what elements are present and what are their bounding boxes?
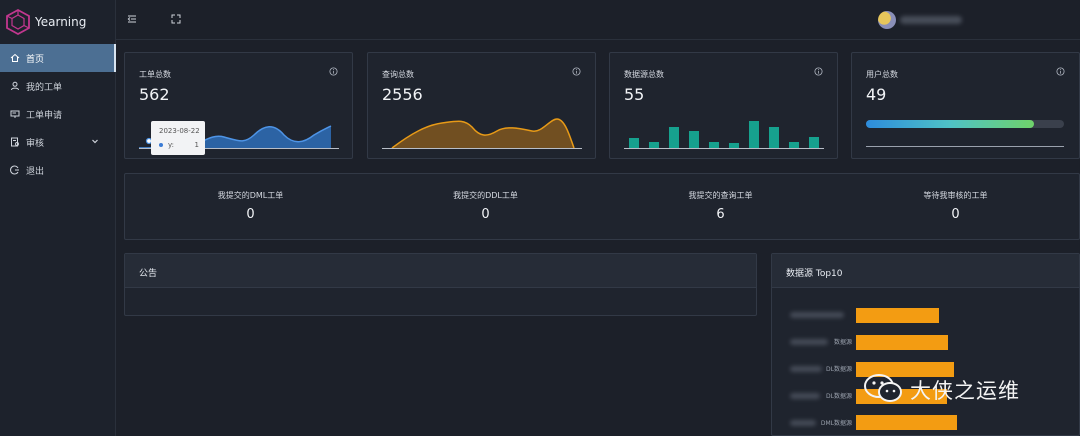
bar-label: 数据源 [786, 337, 852, 347]
tooltip-series: y: [168, 141, 174, 149]
chart-tooltip: 2023-08-22 y: 1 [151, 121, 205, 155]
top10-header: 数据源 Top10 [772, 254, 1079, 288]
stat-card-orders: 工单总数 562 2023-08-22 y: 1 [124, 52, 353, 159]
yearning-logo-icon [6, 8, 30, 36]
sidebar-item-label: 工单申请 [26, 110, 63, 121]
form-icon [10, 110, 20, 118]
datasource-bar[interactable] [856, 335, 948, 350]
stat-title: 数据源总数 [624, 70, 664, 79]
sidebar-item-my-orders[interactable]: 我的工单 [0, 72, 115, 100]
queries-sparkline[interactable] [382, 113, 582, 153]
users-progress-bar [866, 120, 1064, 128]
datasource-bar[interactable] [856, 415, 957, 430]
sidebar-item-label: 首页 [26, 54, 45, 65]
bar-label [786, 310, 852, 320]
sidebar-item-label: 退出 [26, 166, 45, 177]
notice-title: 公告 [139, 269, 158, 279]
progress-baseline [866, 146, 1064, 147]
tooltip-date: 2023-08-22 [159, 127, 200, 135]
stat-value: 49 [866, 85, 887, 104]
info-icon[interactable] [814, 67, 823, 76]
stat-title: 查询总数 [382, 70, 414, 79]
watermark-text: 大侠之运维 [910, 379, 1020, 403]
summary-value: 0 [951, 207, 960, 222]
bar-label: DL数据源 [786, 391, 852, 401]
summary-label: 等待我审核的工单 [923, 191, 988, 200]
info-icon[interactable] [572, 67, 581, 76]
stat-value: 2556 [382, 85, 423, 104]
sidebar-item-audit[interactable]: 审核 [0, 128, 115, 156]
top10-title: 数据源 Top10 [786, 269, 843, 279]
summary-label: 我提交的DML工单 [217, 191, 284, 200]
stat-title: 用户总数 [866, 70, 898, 79]
datasources-sparkline[interactable] [624, 113, 824, 153]
sidebar: Yearning 首页 我的工单 工单申请 审核 退出 [0, 0, 116, 436]
summary-label: 我提交的DDL工单 [453, 191, 518, 200]
info-icon[interactable] [329, 67, 338, 76]
summary-value: 0 [246, 207, 255, 222]
username-blurred[interactable] [900, 16, 962, 24]
summary-label: 我提交的查询工单 [688, 191, 753, 200]
chevron-down-icon[interactable] [91, 137, 99, 145]
watermark: 大侠之运维 [862, 372, 1052, 404]
notice-header: 公告 [125, 254, 756, 288]
fullscreen-icon[interactable] [170, 13, 182, 25]
app-logo[interactable]: Yearning [0, 0, 115, 44]
app-name: Yearning [35, 15, 87, 29]
datasource-bar[interactable] [856, 308, 939, 323]
home-icon [10, 53, 20, 62]
notice-panel: 公告 [124, 253, 757, 316]
users-progress-fill [866, 120, 1035, 128]
stat-card-datasources: 数据源总数 55 [609, 52, 838, 159]
sidebar-item-order-apply[interactable]: 工单申请 [0, 100, 115, 128]
stat-value: 55 [624, 85, 645, 104]
tooltip-value: 1 [194, 141, 199, 149]
sidebar-item-label: 我的工单 [26, 82, 63, 93]
bar-label: DML数据源 [786, 418, 852, 428]
top-header [116, 0, 1080, 40]
sidebar-item-logout[interactable]: 退出 [0, 156, 115, 184]
summary-panel: 我提交的DML工单 0 我提交的DDL工单 0 我提交的查询工单 6 等待我审核… [124, 173, 1080, 240]
series-dot [159, 143, 163, 147]
logout-icon [10, 165, 19, 175]
user-icon [11, 81, 19, 91]
bar-label: DL数据源 [786, 364, 852, 374]
summary-value: 6 [716, 207, 725, 222]
info-icon[interactable] [1056, 67, 1065, 76]
datasource-top10-panel: 数据源 Top10 数据源 DL数据源 DL数据源 DML数据源 [771, 253, 1080, 436]
stat-value: 562 [139, 85, 170, 104]
stat-title: 工单总数 [139, 70, 171, 79]
datasource-bar[interactable] [856, 362, 954, 377]
avatar[interactable] [878, 11, 896, 29]
wechat-icon [864, 374, 902, 402]
menu-fold-icon[interactable] [126, 13, 138, 25]
stat-card-users: 用户总数 49 [851, 52, 1080, 159]
audit-icon [11, 137, 19, 147]
stat-card-queries: 查询总数 2556 [367, 52, 596, 159]
sidebar-item-label: 审核 [26, 138, 45, 149]
sidebar-item-home[interactable]: 首页 [0, 44, 116, 72]
summary-value: 0 [481, 207, 490, 222]
